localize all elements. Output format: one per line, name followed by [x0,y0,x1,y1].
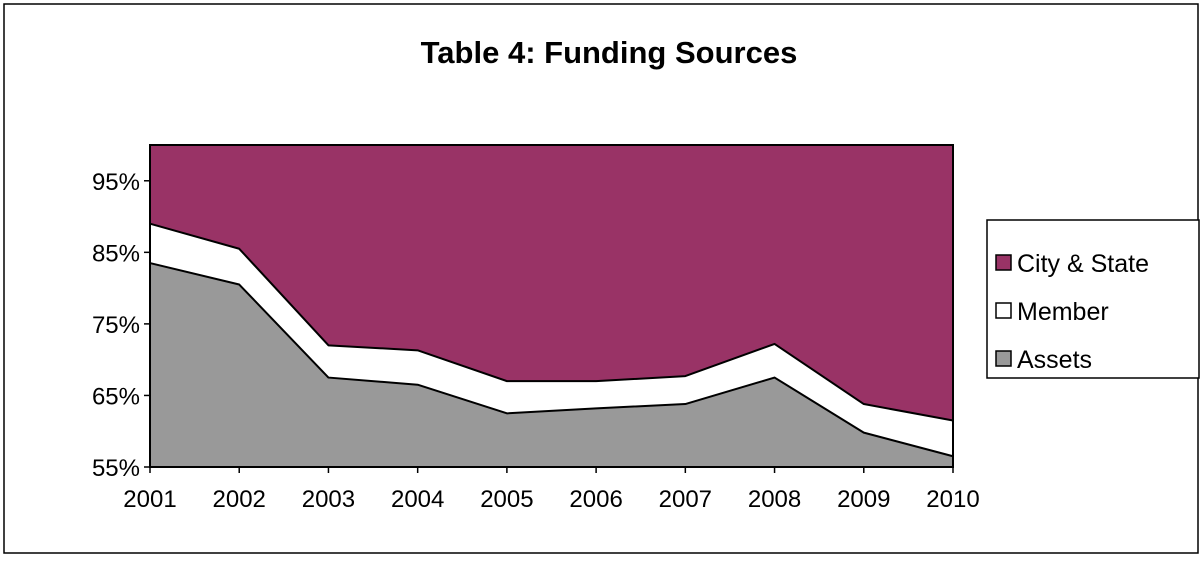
legend-box [986,219,1200,379]
x-tick-label: 2008 [748,486,801,513]
x-tick-label: 2004 [391,486,444,513]
axes: 95% 85% 75% 65% 55% 2001 2002 2003 2004 2005 2006 2… [92,144,980,513]
legend-swatch [995,302,1012,319]
legend-swatch [995,350,1012,367]
x-tick-label: 2009 [837,486,890,513]
legend-label: Assets [1017,346,1092,374]
x-tick-label: 2002 [213,486,266,513]
x-tick-label: 2007 [659,486,712,513]
x-tick-label: 2010 [926,486,979,513]
y-tick-label: 95% [92,169,140,196]
legend-swatch [995,254,1012,271]
y-tick-label: 85% [92,240,140,267]
legend: City & State Member Assets [986,219,1200,379]
chart-title: Table 4: Funding Sources [421,35,798,70]
x-tick-label: 2001 [123,486,176,513]
legend-label: Member [1017,298,1109,326]
y-tick-label: 65% [92,383,140,410]
x-tick-label: 2006 [569,486,622,513]
y-tick-label: 55% [92,455,140,482]
y-tick-label: 75% [92,312,140,339]
plot-area [149,144,954,468]
x-tick-label: 2003 [302,486,355,513]
x-tick-label: 2005 [480,486,533,513]
legend-label: City & State [1017,250,1149,278]
plot-frame [149,144,954,468]
